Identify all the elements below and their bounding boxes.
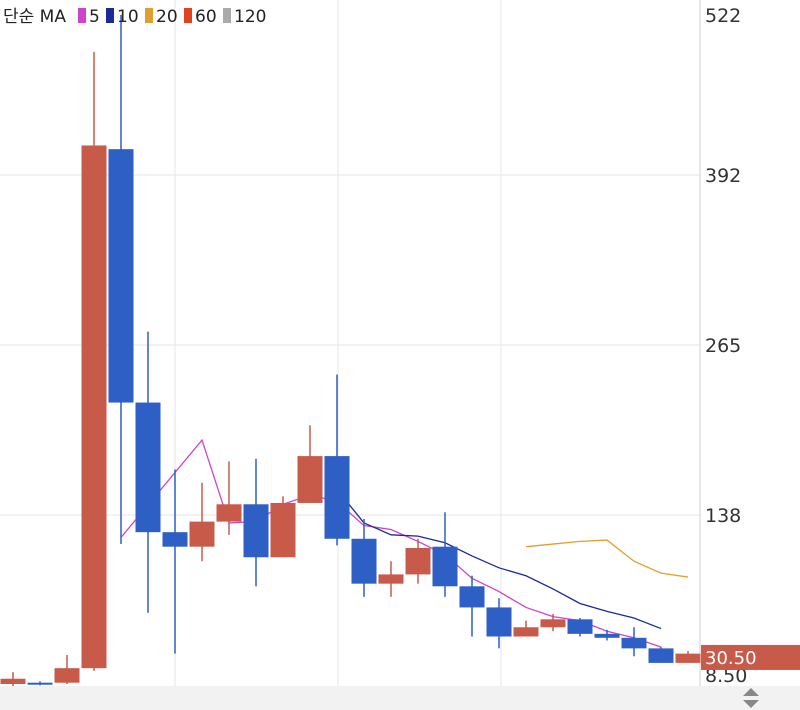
candle xyxy=(0,672,26,686)
candle-body xyxy=(216,504,242,522)
candle-body xyxy=(351,538,377,584)
y-tick-label: 8.50 xyxy=(705,665,747,687)
candle xyxy=(297,425,323,503)
legend-item-label: 10 xyxy=(117,7,139,27)
price-tag: 30.50 xyxy=(701,644,800,670)
candle xyxy=(216,461,242,535)
candle-body xyxy=(486,607,512,637)
candle-body xyxy=(378,574,404,584)
candle xyxy=(432,512,458,597)
candle xyxy=(540,614,566,632)
legend-swatch xyxy=(223,8,231,23)
legend: 단순 MA 5 10 20 60 120 xyxy=(3,7,266,27)
legend-swatch xyxy=(184,8,192,23)
candle-body xyxy=(648,648,674,663)
candle xyxy=(54,654,80,685)
y-tick-label: 392 xyxy=(705,165,741,187)
candle-body xyxy=(432,546,458,587)
candle xyxy=(675,651,701,663)
ma10-line xyxy=(336,489,662,630)
candle-body xyxy=(567,619,593,634)
candle xyxy=(486,598,512,649)
legend-item-label: 60 xyxy=(195,7,217,27)
candle-body xyxy=(135,402,161,533)
candle-body xyxy=(108,149,134,403)
scroll-arrows-icon[interactable] xyxy=(743,688,759,708)
legend-swatch xyxy=(106,8,114,23)
candle-body xyxy=(594,633,620,638)
candle-body xyxy=(162,532,188,547)
current-price-tag xyxy=(701,644,800,670)
candle-body xyxy=(189,521,215,547)
candle xyxy=(81,51,107,671)
candle xyxy=(621,627,647,657)
current-price-value: 30.50 xyxy=(705,648,757,669)
legend-item-label: 5 xyxy=(89,7,100,27)
candle xyxy=(162,469,188,654)
ma20-line xyxy=(525,539,689,578)
candle xyxy=(648,647,674,663)
candle-body xyxy=(297,456,323,503)
candle-body xyxy=(0,678,26,685)
candle-body xyxy=(270,502,296,558)
candle xyxy=(189,482,215,562)
candle xyxy=(378,561,404,597)
legend-swatch xyxy=(78,8,86,23)
arrow-up-icon[interactable] xyxy=(743,688,759,696)
legend-item-label: 120 xyxy=(234,7,266,27)
candle xyxy=(594,629,620,641)
legend-swatch xyxy=(145,8,153,23)
candle xyxy=(513,620,539,637)
bottom-axis-strip xyxy=(0,686,800,710)
arrow-down-icon[interactable] xyxy=(743,700,759,708)
y-tick-label: 522 xyxy=(705,5,741,27)
candle-body xyxy=(243,504,269,558)
legend-title: 단순 MA xyxy=(3,7,66,27)
candle-body xyxy=(675,653,701,663)
candles xyxy=(0,15,701,686)
legend-item-label: 20 xyxy=(156,7,178,27)
candle xyxy=(243,458,269,587)
candle xyxy=(135,331,161,613)
candle xyxy=(405,538,431,584)
candle-body xyxy=(621,637,647,649)
candle-body xyxy=(459,586,485,608)
candle xyxy=(270,496,296,558)
candle xyxy=(459,575,485,637)
y-axis-labels: 522 392 265 138 8.50 xyxy=(705,5,747,687)
candle-body xyxy=(513,627,539,637)
candle-body xyxy=(540,619,566,628)
candle-body xyxy=(54,668,80,683)
candle-body xyxy=(324,456,350,539)
candle xyxy=(27,681,53,686)
y-tick-label: 138 xyxy=(705,505,741,527)
candle xyxy=(567,617,593,637)
candle xyxy=(324,374,350,546)
y-tick-label: 265 xyxy=(705,335,741,357)
candle-body xyxy=(405,548,431,575)
candle-body xyxy=(27,682,53,685)
candle xyxy=(351,518,377,597)
candle-body xyxy=(81,145,107,669)
candle xyxy=(108,15,134,545)
